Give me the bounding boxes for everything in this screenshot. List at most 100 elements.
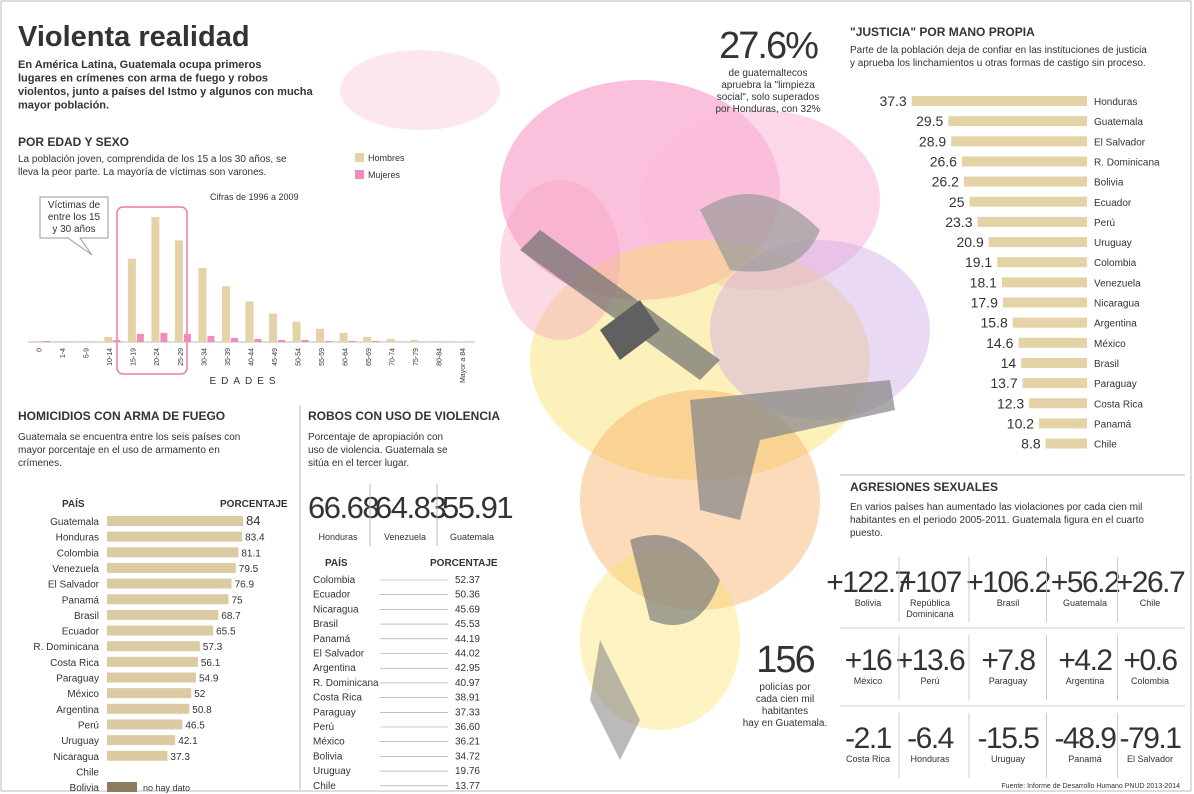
infographic: Violenta realidadEn América Latina, Guat…	[0, 0, 1194, 794]
value-label: 17.9	[971, 295, 998, 311]
bar	[107, 626, 213, 636]
table-cell: Costa Rica	[313, 693, 362, 704]
value-label: 23.3	[945, 214, 972, 230]
big-stat: -48.9	[1055, 722, 1117, 755]
big-stat: +16	[845, 644, 892, 677]
stat-country: El Salvador	[1127, 754, 1173, 764]
value-label: 83.4	[245, 533, 265, 544]
table-cell: 45.53	[455, 619, 480, 630]
stat-country: Perú	[920, 676, 939, 686]
column-header: PAÍS	[325, 556, 348, 569]
section-subtitle: lleva la peor parte. La mayoría de vícti…	[18, 167, 266, 178]
annotation: entre los 15	[48, 212, 101, 223]
table-cell: R. Dominicana	[313, 678, 379, 689]
value-label: 79.5	[239, 564, 259, 575]
bar	[964, 177, 1087, 187]
section-subtitle: En varios países han aumentado las viola…	[850, 502, 1142, 513]
big-stat: +26.7	[1116, 566, 1185, 599]
table-cell: 38.91	[455, 693, 480, 704]
no-data-bar	[107, 782, 137, 792]
big-stat: +122.7	[826, 566, 910, 599]
category-label: Perú	[78, 720, 99, 731]
bar	[107, 516, 243, 526]
bar	[1023, 378, 1087, 388]
value-label: 14.6	[986, 335, 1013, 351]
bar	[198, 268, 206, 342]
stat-country: República	[910, 598, 950, 608]
category-label: Perú	[1094, 218, 1115, 229]
bar	[128, 259, 136, 342]
category-label: Chile	[1094, 440, 1117, 451]
bar	[302, 340, 309, 342]
bar	[419, 341, 426, 342]
category-label: Ecuador	[1094, 198, 1132, 209]
table-cell: Uruguay	[313, 766, 351, 777]
bar	[57, 341, 65, 342]
big-stat: 64.83	[375, 490, 445, 525]
table-cell: Perú	[313, 722, 334, 733]
stat-country: Venezuela	[384, 532, 426, 542]
section-title: AGRESIONES SEXUALES	[850, 480, 998, 494]
category-label: Nicaragua	[1094, 299, 1140, 310]
x-tick-label: 30-34	[201, 348, 208, 366]
stat-country: Costa Rica	[846, 754, 890, 764]
x-tick-label: 0	[37, 348, 44, 352]
stat-country: México	[854, 676, 883, 686]
category-label: Brasil	[1094, 359, 1119, 370]
callout-number: 156	[756, 639, 814, 681]
value-label: 10.2	[1007, 415, 1034, 431]
value-label: 37.3	[170, 752, 190, 763]
intro: lugares en crímenes con arma de fuego y …	[18, 73, 268, 85]
intro: violentos, junto a países del Istmo y al…	[18, 86, 313, 98]
value-label: 56.1	[201, 658, 221, 669]
column-header: PAÍS	[62, 497, 85, 510]
value-label: 65.5	[216, 627, 236, 638]
callout-text: de guatemaltecos	[729, 68, 808, 79]
bar	[107, 594, 229, 604]
bar	[1013, 318, 1087, 328]
big-stat: +56.2	[1051, 566, 1120, 599]
callout-text: hay en Guatemala.	[743, 718, 828, 729]
bar	[1046, 439, 1087, 449]
category-label: Argentina	[56, 705, 99, 716]
stat-country: Honduras	[318, 532, 358, 542]
title: Violenta realidad	[18, 21, 250, 53]
section-subtitle: sitúa en el tercer lugar.	[308, 458, 409, 469]
section-subtitle: uso de violencia. Guatemala se	[308, 445, 448, 456]
section-subtitle: puesto.	[850, 528, 883, 539]
table-cell: Panamá	[313, 634, 351, 645]
intro: mayor población.	[18, 100, 109, 112]
bar	[372, 341, 379, 342]
bar	[90, 341, 97, 342]
big-stat: +0.6	[1123, 644, 1177, 677]
bar	[316, 329, 324, 342]
annotation: Víctimas de	[48, 200, 101, 211]
x-tick-label: 1-4	[60, 348, 67, 358]
table-cell: 50.36	[455, 590, 480, 601]
table-cell: Nicaragua	[313, 604, 359, 615]
category-label: Uruguay	[1094, 238, 1132, 249]
bar	[340, 333, 348, 342]
table-cell: Paraguay	[313, 707, 356, 718]
value-label: 75	[232, 595, 244, 606]
stat-country: Panamá	[1068, 754, 1102, 764]
x-tick-label: 75-79	[413, 348, 420, 366]
bar	[246, 301, 254, 342]
x-tick-label: 35-39	[225, 348, 232, 366]
bar	[962, 156, 1087, 166]
bar	[997, 257, 1087, 267]
category-label: Colombia	[57, 548, 100, 559]
stat-country: Guatemala	[450, 532, 494, 542]
value-label: 54.9	[199, 674, 219, 685]
bar	[231, 338, 238, 342]
bar	[466, 341, 473, 342]
section-title: HOMICIDIOS CON ARMA DE FUEGO	[18, 409, 225, 423]
category-label: Guatemala	[1094, 117, 1143, 128]
x-tick-label: 5-9	[84, 348, 91, 358]
bar	[1003, 298, 1087, 308]
bar	[137, 334, 144, 342]
bar	[107, 563, 236, 573]
big-stat: -6.4	[907, 722, 954, 755]
value-label: 42.1	[178, 736, 198, 747]
category-label: El Salvador	[48, 580, 100, 591]
